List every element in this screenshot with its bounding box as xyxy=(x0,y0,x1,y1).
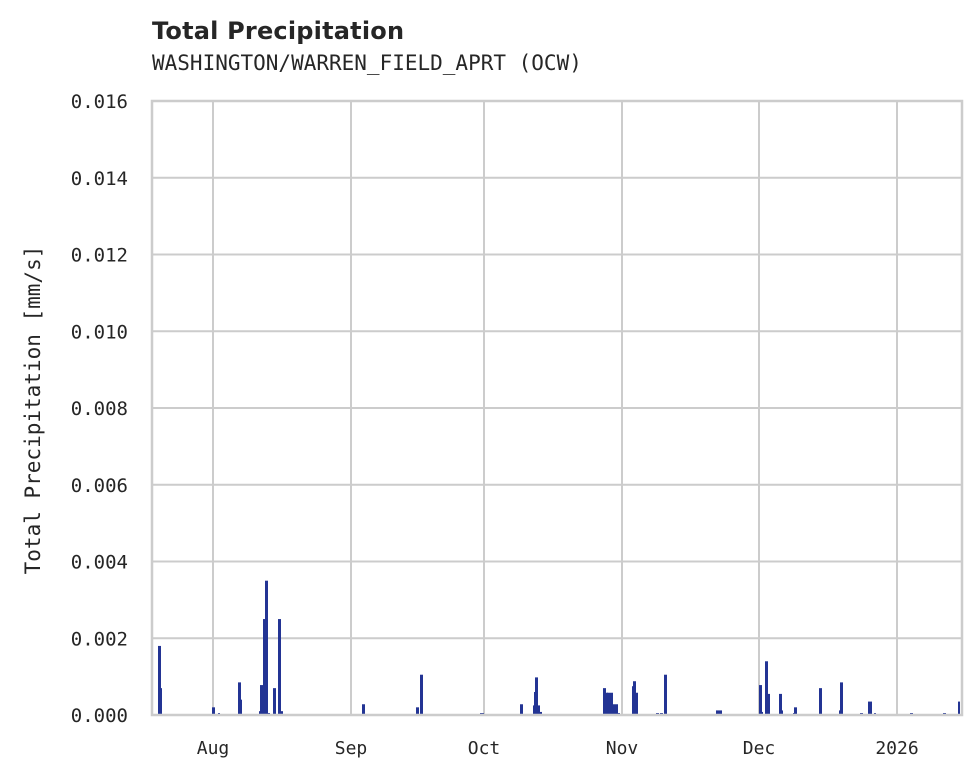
precipitation-bar xyxy=(212,707,215,715)
precipitation-bar xyxy=(273,688,276,715)
y-tick-label: 0.012 xyxy=(71,245,128,267)
y-tick-label: 0.008 xyxy=(71,398,128,420)
precipitation-bar xyxy=(278,619,281,715)
x-axis-ticks: Aug Sep Oct Nov Dec 2026 xyxy=(197,738,919,759)
precipitation-bar xyxy=(794,707,797,715)
precipitation-bar xyxy=(281,711,283,715)
precipitation-bar xyxy=(265,580,268,715)
precipitation-bar xyxy=(540,711,542,715)
precipitation-bar xyxy=(260,685,264,715)
x-tick-label: Dec xyxy=(743,738,776,759)
y-tick-label: 0.016 xyxy=(71,91,128,113)
chart-title: Total Precipitation xyxy=(152,17,405,45)
precipitation-bar xyxy=(759,685,762,715)
precipitation-bar xyxy=(420,674,423,715)
precipitation-bar xyxy=(603,688,606,715)
precipitation-bar xyxy=(238,682,241,715)
x-tick-label: 2026 xyxy=(875,738,918,759)
precipitation-bar xyxy=(716,710,722,715)
precipitation-bar xyxy=(779,693,782,715)
precipitation-bar xyxy=(160,688,162,715)
precipitation-bar xyxy=(615,704,618,715)
precipitation-bar xyxy=(613,704,615,715)
y-tick-label: 0.014 xyxy=(71,168,128,190)
precipitation-bar xyxy=(761,711,763,715)
precipitation-bar xyxy=(633,681,636,715)
precipitation-bar xyxy=(781,710,783,715)
precipitation-bar xyxy=(538,705,540,715)
precipitation-bar xyxy=(636,692,638,715)
precipitation-bar xyxy=(535,677,538,715)
precipitation-bar xyxy=(958,701,960,715)
x-tick-label: Oct xyxy=(468,738,501,759)
x-tick-label: Nov xyxy=(606,738,639,759)
precipitation-bar xyxy=(765,661,768,715)
y-axis-label: Total Precipitation [mm/s] xyxy=(21,246,45,575)
y-tick-label: 0.006 xyxy=(71,475,128,497)
chart-subtitle: WASHINGTON/WARREN_FIELD_APRT (OCW) xyxy=(152,51,582,75)
precipitation-bar xyxy=(610,692,613,715)
precipitation-bar xyxy=(240,699,242,715)
y-tick-label: 0.004 xyxy=(71,552,128,574)
precipitation-bar xyxy=(607,692,610,715)
precipitation-bar xyxy=(819,688,822,715)
y-axis-ticks: 0.000 0.002 0.004 0.006 0.008 0.010 0.012 0.014… xyxy=(71,91,128,727)
plot-frame xyxy=(150,99,964,717)
x-tick-label: Aug xyxy=(197,738,230,759)
x-tick-label: Sep xyxy=(335,738,368,759)
precipitation-bar xyxy=(664,674,667,715)
precipitation-bar xyxy=(520,704,523,715)
precipitation-bar xyxy=(416,707,419,715)
precipitation-bar xyxy=(362,704,365,715)
precipitation-bar xyxy=(263,619,265,715)
precipitation-bar xyxy=(840,682,843,715)
precipitation-bar xyxy=(868,701,872,715)
precipitation-bar xyxy=(158,645,161,715)
grid-lines xyxy=(152,100,962,716)
y-tick-label: 0.010 xyxy=(71,321,128,343)
y-tick-label: 0.000 xyxy=(71,705,128,727)
precipitation-bars xyxy=(158,580,960,715)
y-tick-label: 0.002 xyxy=(71,628,128,650)
precipitation-bar xyxy=(768,693,770,715)
